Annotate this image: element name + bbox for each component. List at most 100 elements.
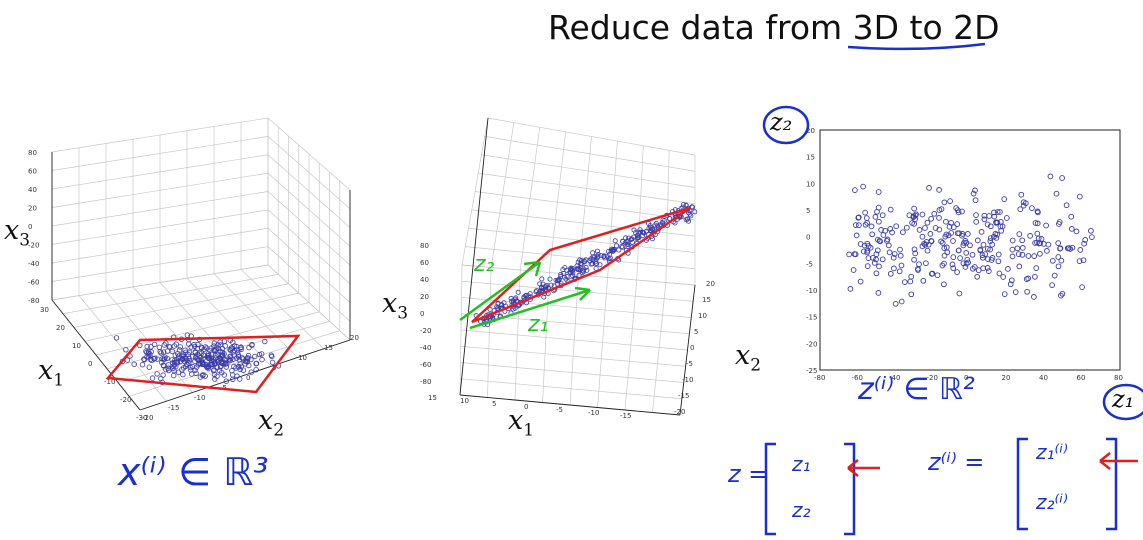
circled-z2-label: z₂ [770,108,793,136]
plot2-point [558,273,564,279]
plot1-point [221,338,228,344]
plot1-point [192,349,198,355]
plot2-point [634,235,640,241]
plot3-point [1079,284,1085,290]
plot2-point [672,220,678,226]
plot3-point [1009,246,1016,253]
plot1-x-tick: 10 [298,354,307,362]
plot1-point [188,371,195,377]
plot3-point [994,209,1001,215]
zi-vec-brackets [1016,437,1138,531]
plot3-point [931,210,938,217]
plot3-point [890,254,897,261]
plot3-point [1019,251,1026,258]
plot1-point [227,357,233,364]
plot1-point [269,359,276,366]
plot1-box [51,152,351,411]
plot3-point [850,267,857,273]
plot3-y-tick: -5 [806,260,813,268]
z-vec-top: z₁ [792,452,811,476]
plot2-point [548,282,554,288]
plot2-point [683,217,689,223]
plot2-point [680,202,686,208]
plot3-point [1068,213,1075,220]
plot1-x-tick: -10 [194,394,205,402]
plot3-point [934,272,941,279]
circled-z1 [1102,383,1143,421]
plot3-point [1045,241,1052,248]
plot3-point [955,247,962,254]
plot1-point [238,363,244,369]
plot3-point [936,215,942,221]
plot3-point [1063,202,1070,209]
plot1-3d-scatter: 806040200-20-40-60-803020100-10-20-30-20… [28,117,359,422]
plot3-point [1069,244,1076,251]
plot2-z-tick: 80 [420,242,429,250]
plot3-point [1059,175,1065,181]
plot2-point [623,235,629,241]
plot1-x-tick: 20 [350,334,359,342]
plot3-point [1053,190,1060,197]
title-underlined: 3D to 2D [852,8,1000,47]
plot3-point [1019,237,1026,244]
plot3-point [1034,208,1041,215]
plot1-point [211,347,217,353]
plot1-point [141,357,148,363]
plot1-x2-label: x2 [258,405,285,441]
plot2-point [533,289,539,295]
plot2-point [575,259,581,265]
plot2-point [692,209,698,215]
plot1-z-tick: -80 [28,297,39,305]
plot3-frame [819,129,1121,371]
plot3-point [1038,236,1045,242]
plot3-point [941,281,947,288]
plot2-point [638,229,644,235]
plot3-point [936,226,943,233]
plot1-y-tick: -10 [104,378,115,386]
plot1-point [214,364,221,370]
plot3-point [877,238,883,245]
plot3-x-tick: -60 [852,374,863,382]
plot3-x-tick: -20 [927,374,938,382]
plot3-point [891,251,898,257]
plot1-point [242,358,248,364]
plot3-point [1016,263,1023,270]
plot1-point [123,346,129,353]
plot3-point [962,238,969,244]
plot1-point [170,372,177,379]
plot3-point [991,209,997,216]
plot2-x2-tick: 0 [690,344,694,352]
plot1-y-tick: 30 [40,306,49,314]
plot3-point [897,252,904,259]
plot2-z-tick: 60 [420,259,429,267]
plot1-point [218,352,224,358]
plot2-point [541,294,547,300]
plot3-point [875,189,882,195]
plot3-point [887,206,894,213]
plot1-point [164,348,171,354]
plot3-point [893,223,900,230]
plot1-y-tick: 20 [56,324,65,332]
plot3-point [897,246,903,253]
plot1-point [185,341,192,347]
plot1-point [268,352,274,358]
plot2-box [459,117,696,416]
plot1-point [199,345,205,351]
plot3-point [908,273,915,280]
plot3-point [916,261,922,268]
plot1-point [160,372,166,378]
plot1-point [235,352,242,358]
plot2-point [629,239,635,245]
plot1-point [188,364,194,371]
plot3-point [887,226,894,232]
plot3-point [944,249,951,256]
plot1-point [148,344,154,350]
plot3-point [993,220,1000,226]
plot1-point [163,340,169,346]
plot3-point [987,238,994,244]
plot1-x3-label: x3 [4,215,31,251]
plot1-point [180,365,187,371]
plot3-point [876,263,882,270]
plot3-point [960,242,967,249]
plot3-point [928,271,935,277]
